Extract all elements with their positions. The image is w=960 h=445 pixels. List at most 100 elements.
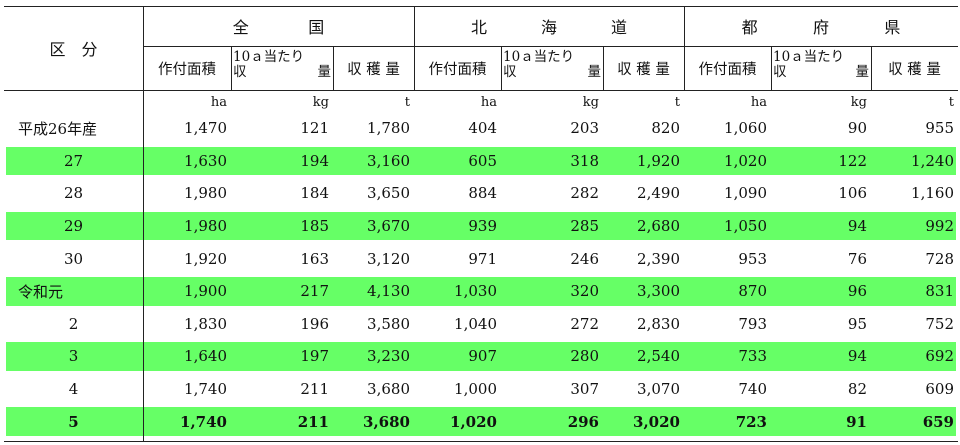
row-label: 2 xyxy=(68,314,79,333)
table-cell: 203 xyxy=(570,119,599,138)
table-cell: 3,680 xyxy=(367,380,410,399)
table-cell: 992 xyxy=(925,217,954,236)
table-cell: 793 xyxy=(738,314,767,333)
rule-line xyxy=(771,46,772,90)
table-cell: 728 xyxy=(925,249,954,268)
row-highlight xyxy=(6,211,956,241)
table-cell: 3,580 xyxy=(367,314,410,333)
table-cell: 91 xyxy=(846,412,867,431)
yield-subheader: 10ａ当たり収量 xyxy=(231,50,333,88)
row-label: 3 xyxy=(68,347,79,366)
table-cell: 831 xyxy=(925,282,954,301)
table-cell: 185 xyxy=(300,217,329,236)
table-cell: 723 xyxy=(735,412,767,431)
table-cell: 272 xyxy=(570,314,599,333)
region-header-char: 海 xyxy=(540,18,557,37)
table-cell: 2,830 xyxy=(637,314,680,333)
table-cell: 197 xyxy=(300,347,329,366)
row-highlight xyxy=(6,342,956,371)
yield-subheader-line2: 収量 xyxy=(503,65,601,80)
table-cell: 820 xyxy=(651,119,680,138)
table-cell: 1,240 xyxy=(911,151,954,170)
table-cell: 94 xyxy=(847,217,867,236)
table-cell: 121 xyxy=(300,119,329,138)
table-cell: 2,390 xyxy=(637,249,680,268)
table-cell: 1,740 xyxy=(180,412,227,431)
harvest-subheader: 収 穫 量 xyxy=(888,61,941,78)
table-cell: 184 xyxy=(300,184,329,203)
table-cell: 2,680 xyxy=(637,217,680,236)
table-cell: 211 xyxy=(297,412,329,431)
row-label: 5 xyxy=(68,412,79,431)
row-label: 平成26年産 xyxy=(18,119,98,138)
table-cell: 94 xyxy=(847,347,867,366)
table-cell: 3,230 xyxy=(367,347,410,366)
yield-subheader-line2-left: 収 xyxy=(773,64,787,80)
table-cell: 320 xyxy=(570,282,599,301)
table-cell: 196 xyxy=(300,314,329,333)
table-cell: 3,650 xyxy=(367,184,410,203)
table-cell: 605 xyxy=(468,151,497,170)
table-cell: 3,300 xyxy=(637,282,680,301)
table-cell: 1,020 xyxy=(450,412,497,431)
rule-line xyxy=(501,46,502,90)
table-cell: 4,130 xyxy=(367,282,410,301)
table-cell: 2,490 xyxy=(637,184,680,203)
label-column-header: 区 分 xyxy=(49,40,98,59)
unit-label: kg xyxy=(850,94,867,110)
table-cell: 95 xyxy=(847,314,867,333)
table-cell: 752 xyxy=(925,314,954,333)
rule-line xyxy=(603,46,604,90)
table-cell: 659 xyxy=(922,412,954,431)
table-cell: 296 xyxy=(567,412,599,431)
yield-subheader-line2-left: 収 xyxy=(233,64,247,80)
region-header-char: 全 xyxy=(232,18,249,37)
table-cell: 285 xyxy=(570,217,599,236)
rule-line xyxy=(143,46,958,47)
table-cell: 1,980 xyxy=(184,217,227,236)
region-header: 北海道 xyxy=(414,6,684,46)
rule-line xyxy=(143,6,144,441)
area-subheader: 作付面積 xyxy=(698,61,757,78)
region-header: 全国 xyxy=(143,6,414,46)
table-cell: 1,780 xyxy=(367,119,410,138)
yield-subheader-line2: 収量 xyxy=(233,65,331,80)
row-highlight xyxy=(6,407,956,436)
table-cell: 3,680 xyxy=(363,412,410,431)
region-header: 都府県 xyxy=(684,6,958,46)
row-label: 30 xyxy=(63,249,84,268)
unit-label: t xyxy=(948,94,954,110)
row-label: 4 xyxy=(68,380,79,399)
table-cell: 1,900 xyxy=(184,282,227,301)
table-cell: 217 xyxy=(300,282,329,301)
unit-label: ha xyxy=(480,94,497,110)
table-cell: 82 xyxy=(847,380,867,399)
rule-line xyxy=(4,90,958,91)
table-cell: 404 xyxy=(468,119,497,138)
table-cell: 246 xyxy=(570,249,599,268)
table-cell: 1,000 xyxy=(454,380,497,399)
yield-subheader-line2: 収量 xyxy=(773,65,869,80)
table-cell: 939 xyxy=(468,217,497,236)
table-cell: 907 xyxy=(468,347,497,366)
table-cell: 3,020 xyxy=(633,412,680,431)
yield-subheader: 10ａ当たり収量 xyxy=(771,50,871,88)
table-cell: 318 xyxy=(570,151,599,170)
crop-statistics-table: 区 分全国作付面積 10ａ当たり収量収 穫 量北海道作付面積 10ａ当たり収量収 穫… xyxy=(4,6,958,442)
table-cell: 3,120 xyxy=(367,249,410,268)
table-cell: 953 xyxy=(738,249,767,268)
table-cell: 1,830 xyxy=(184,314,227,333)
table-cell: 211 xyxy=(300,380,329,399)
yield-subheader-line1: 10ａ当たり xyxy=(503,49,575,65)
rule-line xyxy=(684,6,685,90)
region-header-char: 都 xyxy=(741,18,758,37)
table-cell: 870 xyxy=(738,282,767,301)
table-cell: 1,920 xyxy=(637,151,680,170)
yield-subheader-line2-right: 量 xyxy=(855,64,870,80)
row-label: 28 xyxy=(63,184,84,203)
unit-label: t xyxy=(404,94,410,110)
yield-subheader-line1: 10ａ当たり xyxy=(773,49,845,65)
table-cell: 1,470 xyxy=(184,119,227,138)
table-cell: 106 xyxy=(838,184,867,203)
table-cell: 1,020 xyxy=(724,151,767,170)
